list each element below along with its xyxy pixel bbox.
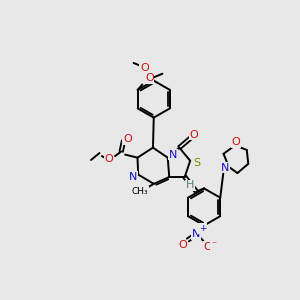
Text: O: O: [232, 137, 240, 147]
Text: +: +: [199, 224, 206, 233]
Text: O: O: [140, 63, 149, 73]
Text: O: O: [145, 73, 154, 83]
Text: N: N: [221, 163, 229, 173]
Text: O: O: [104, 154, 113, 164]
Text: ⁻: ⁻: [211, 240, 216, 250]
Text: O: O: [179, 240, 188, 250]
Text: S: S: [193, 158, 200, 168]
Text: O: O: [190, 130, 198, 140]
Text: N: N: [169, 150, 177, 160]
Text: N: N: [129, 172, 137, 182]
Text: O: O: [204, 242, 212, 252]
Text: N: N: [192, 229, 201, 239]
Text: O: O: [123, 134, 132, 144]
Text: H: H: [186, 180, 194, 190]
Text: CH₃: CH₃: [131, 187, 148, 196]
